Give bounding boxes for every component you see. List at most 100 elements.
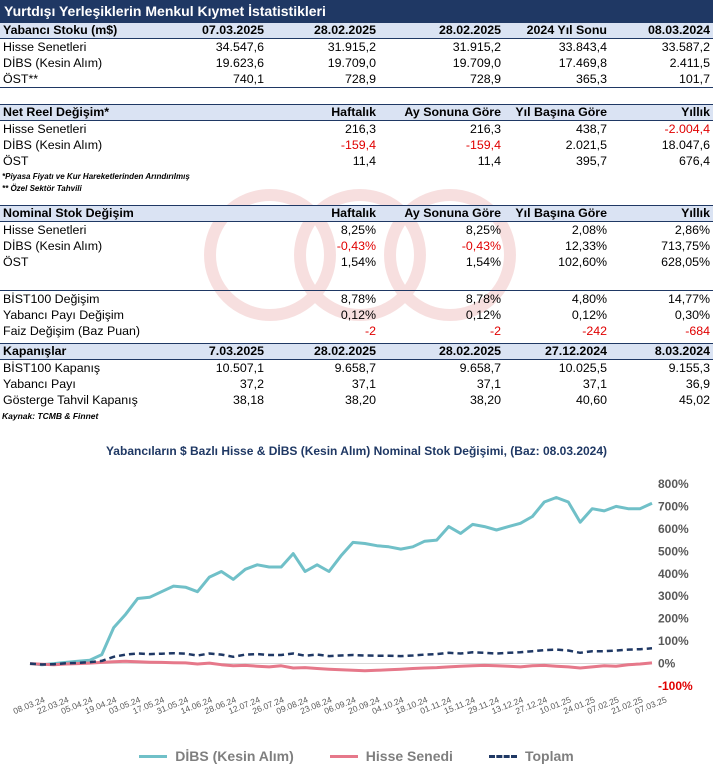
table-cell: 728,9 [379, 71, 504, 88]
table-cell: 33.843,4 [558, 40, 607, 54]
table-header-row: Nominal Stok Değişim Haftalık Ay Sonuna … [0, 205, 713, 222]
table-cell [178, 254, 267, 270]
table-row: DİBS (Kesin Alım) 19.623,6 19.709,0 19.7… [0, 55, 713, 71]
header-cell: Nominal Stok Değişim [0, 205, 178, 222]
table-market-change: BİST100 Değişim 8,78% 8,78% 4,80% 14,77%… [0, 290, 713, 339]
header-cell: Net Reel Değişim* [0, 104, 178, 121]
chart-title: Yabancıların $ Bazlı Hisse & DİBS (Kesin… [105, 444, 608, 458]
table-cell: 10.025,5 [558, 361, 607, 375]
table-row: Faiz Değişim (Baz Puan) -2 -2 -242 -684 [0, 323, 713, 339]
table-header-row: Net Reel Değişim* Haftalık Ay Sonuna Gör… [0, 104, 713, 121]
table-cell [178, 137, 267, 153]
table-cell: 4,80% [504, 290, 610, 307]
table-cell: 676,4 [678, 154, 710, 168]
row-label: Faiz Değişim (Baz Puan) [3, 324, 141, 338]
table-cell: 9.155,3 [668, 361, 710, 375]
source-note: Kaynak: TCMB & Finnet [2, 411, 99, 421]
header-cell: 28.02.2025 [379, 343, 504, 360]
table-cell: 10.507,1 [215, 361, 264, 375]
row-label: Hisse Senetleri [3, 122, 87, 136]
table-row: BİST100 Değişim 8,78% 8,78% 4,80% 14,77% [0, 290, 713, 307]
table-header-row: Yabancı Stoku (m$) 07.03.2025 28.02.2025… [0, 22, 713, 39]
table-cell: -2.004,4 [664, 122, 710, 136]
row-label: Gösterge Tahvil Kapanış [3, 393, 138, 407]
table-cell [178, 238, 267, 254]
footnote: *Piyasa Fiyatı ve Kur Hareketlerinden Ar… [2, 172, 190, 181]
header-cell: Haftalık [267, 205, 379, 222]
header-cell: 2024 Yıl Sonu [504, 22, 610, 39]
y-tick-label: 600% [658, 522, 689, 536]
header-cell: Yabancı Stoku (m$) [0, 22, 178, 39]
table-row: ÖST 1,54% 1,54% 102,60% 628,05% [0, 254, 713, 270]
table-cell: 628,05% [661, 255, 710, 269]
y-tick-label: 200% [658, 612, 689, 626]
table-cell: 19.709,0 [327, 56, 376, 70]
legend-item-dibs: DİBS (Kesin Alım) [139, 748, 294, 764]
table-cell: 37,2 [239, 377, 264, 391]
legend-swatch [139, 754, 168, 758]
table-cell: 395,7 [575, 154, 607, 168]
table-cell: 31.915,2 [452, 40, 501, 54]
row-label: BİST100 Değişim [0, 290, 178, 307]
table-cell: 19.623,6 [215, 56, 264, 70]
row-label: Hisse Senetleri [3, 223, 87, 237]
table-cell: 102,60% [558, 255, 607, 269]
table-cell: 216,3 [469, 122, 501, 136]
table-cell: -684 [685, 324, 710, 338]
header-cell: Haftalık [267, 104, 379, 121]
y-tick-label: 100% [658, 634, 689, 648]
header-cell: 07.03.2025 [178, 22, 267, 39]
header-cell: 28.02.2025 [379, 22, 504, 39]
table-row: Hisse Senetleri 216,3 216,3 438,7 -2.004… [0, 121, 713, 138]
table-cell: 101,7 [610, 71, 713, 88]
table-cell: -0,43% [336, 239, 376, 253]
header-cell: 28.02.2025 [267, 343, 379, 360]
table-cell: 1,54% [465, 255, 501, 269]
table-cell: 37,1 [351, 377, 376, 391]
table-cell: -242 [582, 324, 607, 338]
table-cell: 713,75% [661, 239, 710, 253]
header-cell: 08.03.2024 [610, 22, 713, 39]
table-cell: 31.915,2 [327, 40, 376, 54]
legend-item-hisse: Hisse Senedi [329, 748, 453, 764]
legend-label: Hisse Senedi [365, 748, 453, 764]
table-row: Hisse Senetleri 8,25% 8,25% 2,08% 2,86% [0, 222, 713, 239]
table-cell: 19.709,0 [452, 56, 501, 70]
row-label: Hisse Senetleri [3, 40, 87, 54]
table-row: DİBS (Kesin Alım) -0,43% -0,43% 12,33% 7… [0, 238, 713, 254]
header-cell: Yıl Başına Göre [504, 104, 610, 121]
table-cell: 365,3 [504, 71, 610, 88]
footnote: ** Özel Sektör Tahvili [2, 184, 82, 193]
table-cell: 18.047,6 [661, 138, 710, 152]
row-label: BİST100 Kapanış [3, 361, 101, 375]
table-cell: 740,1 [178, 71, 267, 88]
table-row: Hisse Senetleri 34.547,6 31.915,2 31.915… [0, 39, 713, 56]
table-cell: 2.021,5 [565, 138, 607, 152]
header-cell: 7.03.2025 [178, 343, 267, 360]
header-cell: Ay Sonuna Göre [379, 205, 504, 222]
table-cell: 8,78% [267, 290, 379, 307]
table-cell: 0,12% [571, 308, 607, 322]
table-cell: -0,43% [461, 239, 501, 253]
y-tick-label: 800% [658, 477, 689, 491]
table-row: Yabancı Payı Değişim 0,12% 0,12% 0,12% 0… [0, 307, 713, 323]
table-cell: 37,1 [582, 377, 607, 391]
header-cell: 27.12.2024 [504, 343, 610, 360]
table-closings: Kapanışlar 7.03.2025 28.02.2025 28.02.20… [0, 343, 713, 408]
table-cell: 8,25% [340, 223, 376, 237]
table-cell: -159,4 [465, 138, 501, 152]
table-cell: 36,9 [685, 377, 710, 391]
table-cell: 2.411,5 [669, 56, 710, 70]
table-cell: 8,25% [465, 223, 501, 237]
table-cell: 2,86% [674, 223, 710, 237]
series-line-toplam [29, 647, 653, 666]
table-row: DİBS (Kesin Alım) -159,4 -159,4 2.021,5 … [0, 137, 713, 153]
row-label: ÖST [3, 154, 29, 168]
table-cell: 9.658,7 [459, 361, 501, 375]
table-cell: 11,4 [477, 154, 501, 168]
table-row: Yabancı Payı 37,2 37,1 37,1 37,1 36,9 [0, 376, 713, 392]
chart-legend: DİBS (Kesin Alım) Hisse Senedi Toplam [0, 748, 713, 764]
legend-label: DİBS (Kesin Alım) [175, 748, 294, 764]
table-cell: 9.658,7 [334, 361, 376, 375]
table-cell: 38,20 [469, 393, 501, 407]
